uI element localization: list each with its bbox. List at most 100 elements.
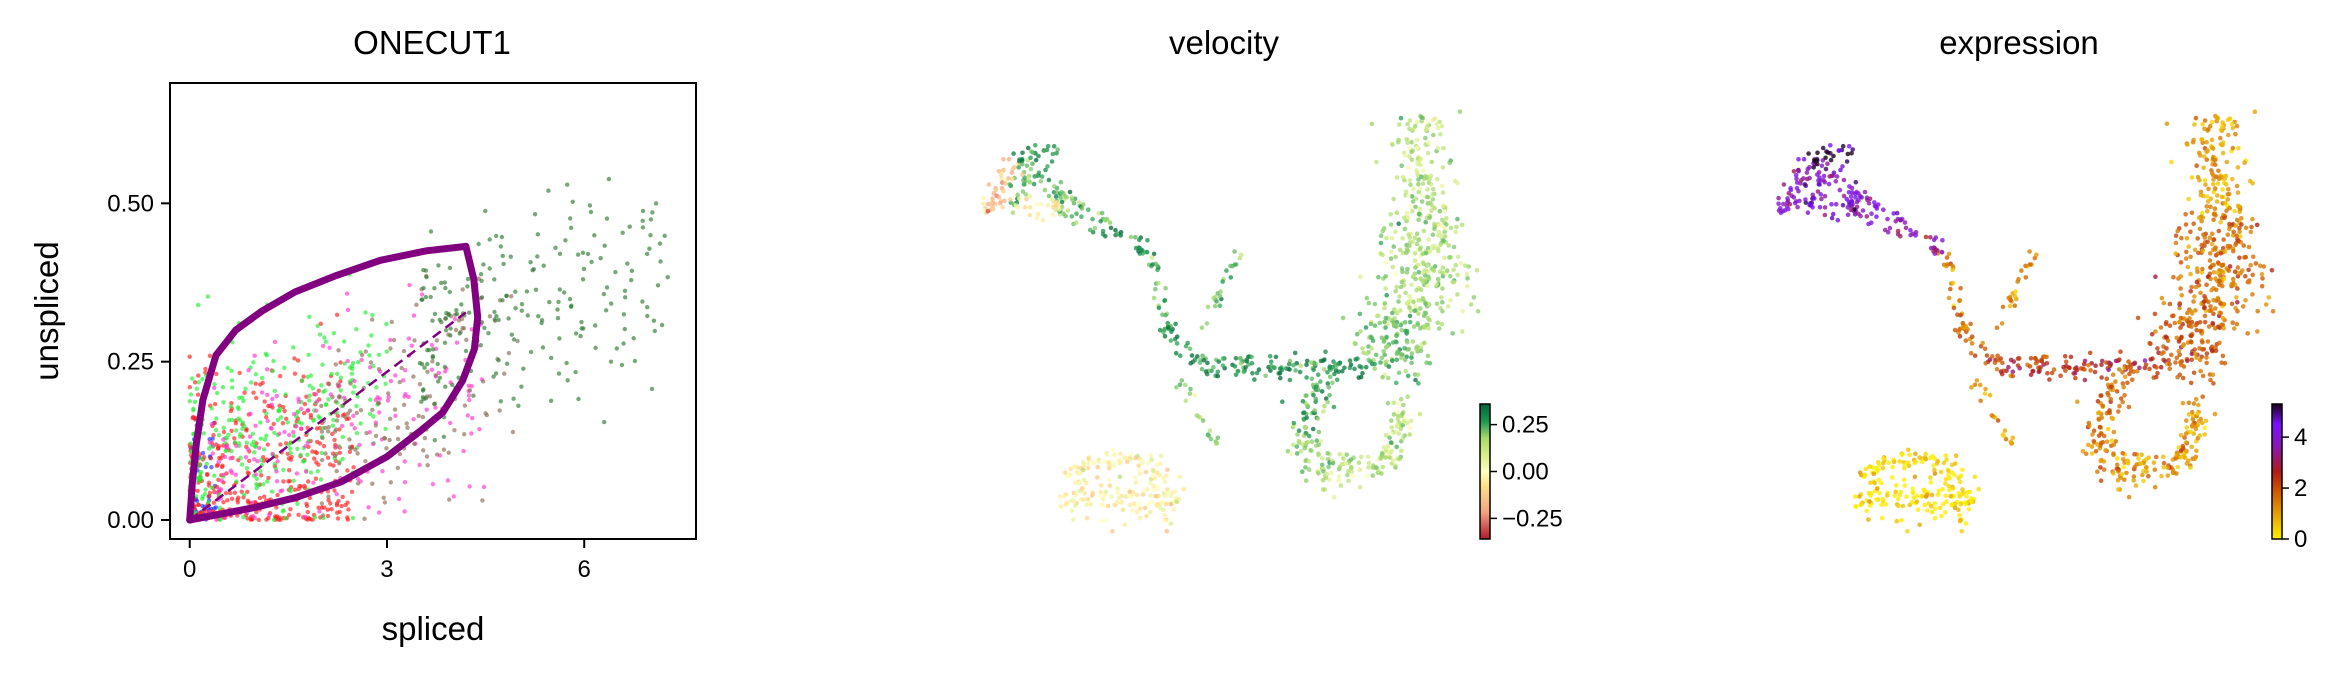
panel1-point — [481, 379, 486, 384]
velocity-point — [1316, 451, 1321, 456]
panel1-point — [578, 333, 583, 339]
panel1-point — [640, 218, 645, 223]
expression-point — [1785, 200, 1790, 206]
velocity-point — [1364, 473, 1369, 479]
expression-point — [1932, 471, 1938, 476]
velocity-point — [1137, 471, 1143, 476]
expression-point — [1840, 202, 1846, 208]
expression-point — [1909, 499, 1915, 505]
velocity-point — [1130, 508, 1135, 513]
velocity-point — [1165, 487, 1170, 492]
expression-point — [2218, 310, 2224, 316]
velocity-point — [1098, 489, 1103, 495]
velocity-point — [1404, 270, 1410, 275]
expression-point — [2266, 295, 2272, 300]
velocity-point — [1073, 480, 1078, 486]
velocity-point — [1017, 196, 1022, 201]
panel1-point — [589, 259, 594, 265]
expression-point — [2107, 408, 2112, 413]
panel1-point — [613, 269, 618, 275]
panel1-point — [565, 378, 570, 383]
expression-point — [2120, 399, 2125, 405]
panel1-point — [327, 382, 332, 387]
velocity-point — [1139, 461, 1145, 466]
velocity-point — [1058, 195, 1063, 200]
velocity-point — [1425, 120, 1430, 125]
panel1-point — [269, 489, 275, 494]
panel1-point — [283, 516, 288, 521]
expression-point — [1957, 518, 1963, 524]
velocity-point — [1233, 372, 1239, 378]
expression-point — [2125, 460, 2131, 466]
velocity-point — [1273, 354, 1279, 360]
panel1-point — [272, 339, 278, 345]
panel1-point — [467, 484, 472, 489]
panel1-point — [255, 483, 261, 488]
velocity-point — [1383, 274, 1388, 279]
panel1-point — [269, 402, 274, 407]
expression-point — [1834, 174, 1840, 179]
panel1-point — [433, 405, 438, 410]
velocity-point — [1304, 415, 1309, 421]
panel1-point — [349, 422, 354, 427]
panel1-point — [430, 359, 435, 364]
expression-point — [2135, 315, 2141, 321]
expression-point — [1923, 234, 1929, 240]
expression-point — [1821, 173, 1827, 179]
velocity-point — [1395, 422, 1400, 428]
velocity-point — [1232, 249, 1237, 254]
expression-point — [1950, 486, 1956, 491]
expression-point — [1947, 487, 1952, 493]
velocity-point — [1437, 269, 1443, 275]
expression-point — [2089, 451, 2095, 456]
expression-point — [1815, 150, 1820, 156]
expression-point — [1995, 418, 2001, 423]
velocity-point — [1370, 338, 1376, 344]
expression-point — [1853, 504, 1859, 510]
panel1-point — [467, 310, 472, 315]
velocity-point — [1039, 174, 1045, 179]
velocity-point — [1084, 502, 1089, 508]
velocity-point — [1053, 207, 1059, 213]
panel1-point — [229, 470, 235, 475]
expression-point — [2119, 471, 2125, 477]
expression-point — [2196, 418, 2202, 424]
panel1-point — [387, 437, 392, 443]
panel1-point — [203, 366, 208, 372]
expression-point — [2211, 211, 2217, 217]
expression-point — [1978, 398, 1983, 404]
panel1-point — [621, 312, 627, 317]
velocity-colorbar-ticks: 0.250.00−0.25 — [1490, 412, 1563, 532]
panel1-point — [277, 403, 282, 408]
velocity-point — [1164, 529, 1170, 534]
panel1-points — [187, 176, 670, 523]
expression-point — [2176, 445, 2182, 450]
expression-point — [2023, 263, 2028, 269]
panel1-point — [301, 374, 306, 379]
expression-point — [2144, 469, 2149, 475]
panel1-point — [192, 415, 198, 420]
expression-point — [2207, 235, 2213, 241]
velocity-point — [1387, 455, 1393, 461]
expression-point — [2229, 121, 2235, 127]
panel1-point — [338, 360, 343, 365]
expression-point — [2080, 448, 2086, 454]
expression-point — [2197, 433, 2203, 438]
panel1-point — [650, 210, 655, 215]
expression-point — [1862, 472, 1868, 478]
expression-point — [2198, 368, 2203, 374]
expression-point — [1893, 219, 1898, 224]
panel1-point — [424, 274, 429, 280]
velocity-point — [990, 196, 995, 201]
panel1-point — [419, 399, 424, 404]
panel1-point — [424, 407, 429, 412]
panel1-point — [295, 358, 301, 363]
expression-point — [1805, 210, 1811, 215]
velocity-point — [1212, 303, 1218, 309]
expression-point — [2013, 289, 2018, 294]
expression-point — [2231, 248, 2236, 254]
expression-point — [1925, 492, 1930, 498]
velocity-point — [1314, 384, 1319, 390]
velocity-point — [1304, 431, 1309, 436]
panel1-point — [299, 426, 304, 432]
